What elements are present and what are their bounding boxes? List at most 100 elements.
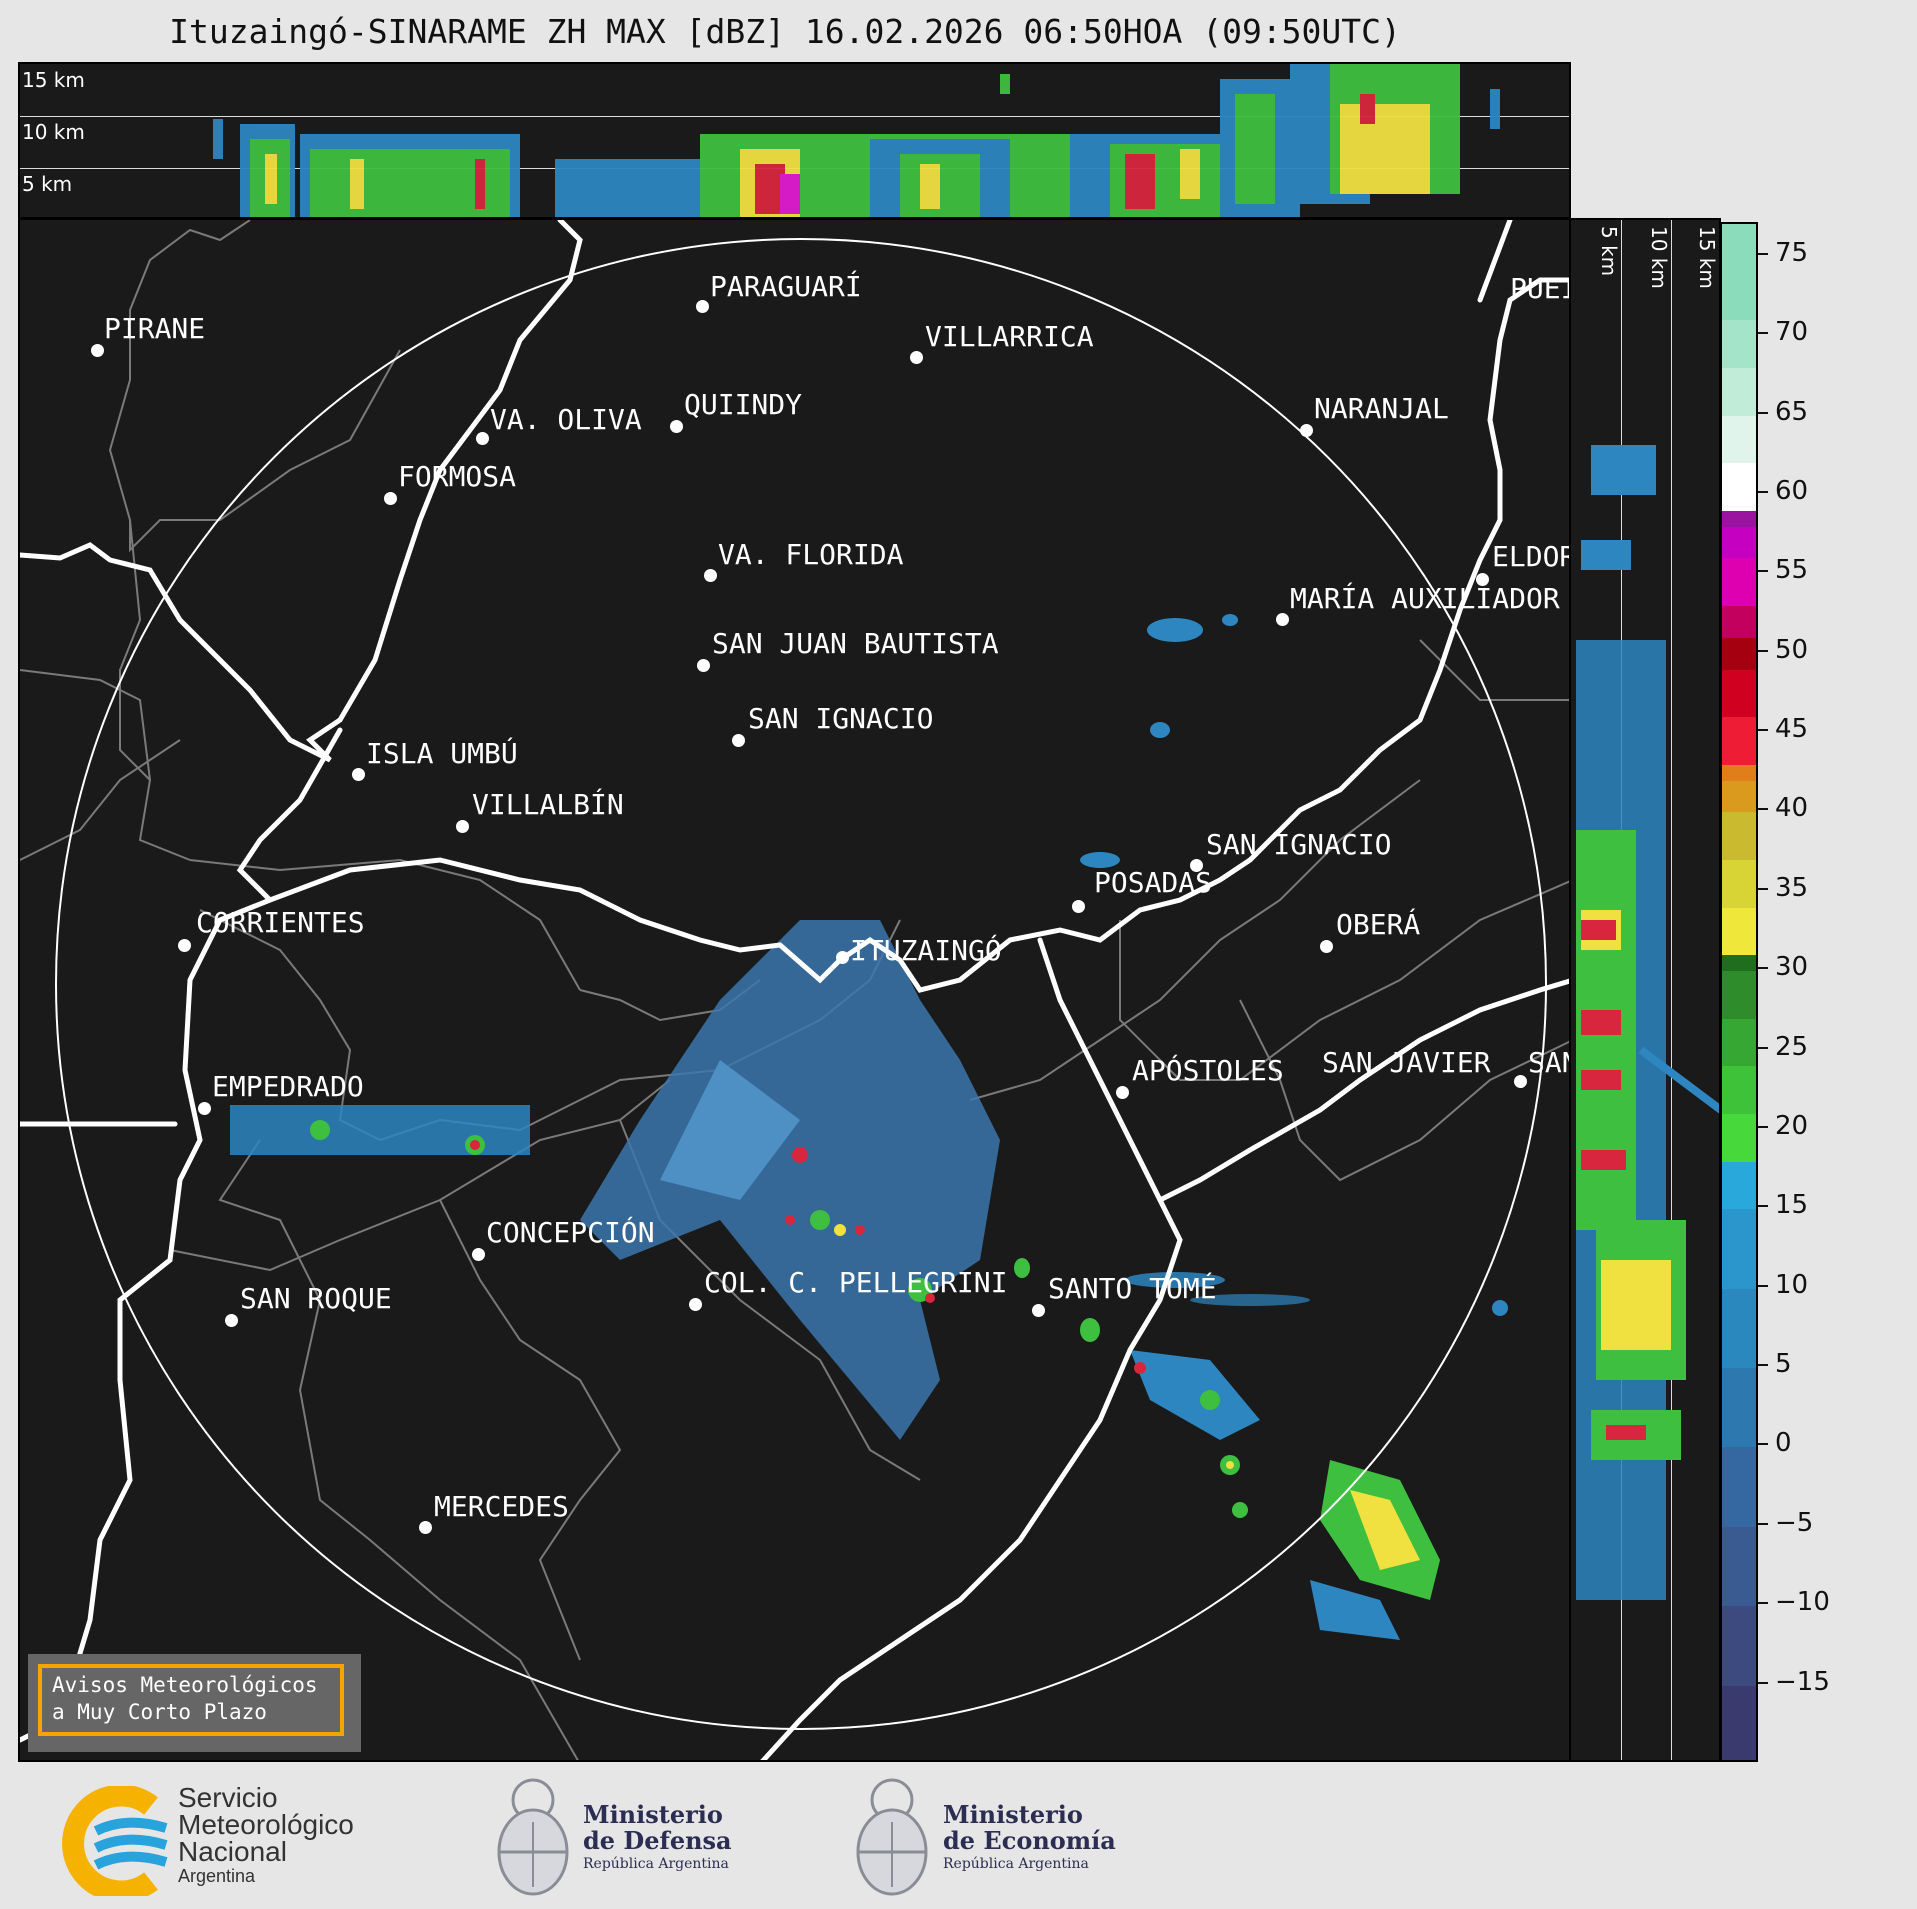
colorbar-tick-label: 75 <box>1775 237 1809 268</box>
colorbar-segment <box>1722 1113 1756 1162</box>
colorbar-segment <box>1722 859 1756 908</box>
alert-box[interactable]: Avisos Meteorológicos a Muy Corto Plazo <box>28 1654 361 1752</box>
colorbar-segment <box>1722 716 1756 765</box>
city-label-isla-umbu: ISLA UMBÚ <box>366 737 518 770</box>
colorbar-tick-label: 20 <box>1775 1110 1809 1141</box>
colorbar-segment <box>1722 1605 1756 1686</box>
smn-logo-icon <box>62 1786 168 1896</box>
smn-logo-text: Servicio Meteorológico Nacional Argentin… <box>178 1784 354 1887</box>
city-marker <box>689 1298 702 1311</box>
colorbar-segment <box>1722 1208 1756 1289</box>
colorbar-tick-label: 35 <box>1775 872 1809 903</box>
colorbar-segment <box>1722 1065 1756 1115</box>
city-marker <box>670 420 683 433</box>
colorbar-tick <box>1758 967 1768 970</box>
colorbar-segment <box>1722 462 1756 511</box>
city-label-mercedes: MERCEDES <box>434 1490 569 1523</box>
colorbar-tick-label: 5 <box>1775 1349 1792 1380</box>
city-label-san-ignacio-py: SAN IGNACIO <box>748 702 934 735</box>
city-label-concepcion: CONCEPCIÓN <box>486 1216 655 1249</box>
colorbar-tick <box>1758 411 1768 414</box>
colorbar <box>1720 222 1758 1762</box>
colorbar-tick-label: 15 <box>1775 1190 1809 1221</box>
city-label-puei: PUEI <box>1510 272 1571 305</box>
colorbar-tick-label: 70 <box>1775 317 1809 348</box>
city-marker <box>198 1102 211 1115</box>
colorbar-tick <box>1758 332 1768 335</box>
colorbar-segment <box>1722 1684 1756 1760</box>
colorbar-segment <box>1722 605 1756 638</box>
colorbar-segment <box>1722 811 1756 861</box>
side-echo-profile <box>1576 445 1719 1600</box>
colorbar-tick <box>1758 1681 1768 1684</box>
colorbar-segment <box>1722 763 1756 781</box>
city-label-eldor: ELDOR <box>1492 540 1571 573</box>
city-label-corrientes: CORRIENTES <box>196 906 365 939</box>
colorbar-tick-label: 40 <box>1775 793 1809 824</box>
city-marker <box>456 820 469 833</box>
international-borders <box>20 220 1569 1760</box>
colorbar-segment <box>1722 525 1756 559</box>
city-label-apostoles: APÓSTOLES <box>1132 1054 1284 1087</box>
city-marker <box>1072 900 1085 913</box>
city-label-paraguari: PARAGUARÍ <box>710 270 862 303</box>
alert-link[interactable]: Avisos Meteorológicos a Muy Corto Plazo <box>38 1664 344 1736</box>
colorbar-tick-label: 55 <box>1775 555 1809 586</box>
colorbar-tick-label: 60 <box>1775 475 1809 506</box>
economia-line-1: Ministerio <box>943 1800 1083 1829</box>
radar-range-ring <box>55 238 1547 1730</box>
colorbar-tick <box>1758 1046 1768 1049</box>
city-label-san-javier: SAN JAVIER <box>1322 1046 1491 1079</box>
footer-logos: Servicio Meteorológico Nacional Argentin… <box>0 1762 1917 1909</box>
colorbar-tick-label: 25 <box>1775 1031 1809 1062</box>
city-marker <box>352 768 365 781</box>
colorbar-tick <box>1758 887 1768 890</box>
colorbar-segment <box>1722 954 1756 972</box>
city-marker <box>1190 859 1203 872</box>
city-marker <box>696 300 709 313</box>
city-marker <box>384 492 397 505</box>
smn-line-2: Meteorológico <box>178 1809 354 1840</box>
economia-line-3: República Argentina <box>943 1856 1089 1872</box>
city-label-pirane: PIRANE <box>104 312 206 345</box>
colorbar-segment <box>1722 1160 1756 1210</box>
colorbar-tick-label: −5 <box>1775 1507 1814 1538</box>
colorbar-tick <box>1758 649 1768 652</box>
radar-map <box>20 220 1569 1760</box>
height-line-10km <box>20 116 1569 117</box>
city-marker <box>419 1521 432 1534</box>
colorbar-segment <box>1722 509 1756 527</box>
defensa-line-3: República Argentina <box>583 1856 729 1872</box>
height-label-10km: 10 km <box>22 120 85 144</box>
colorbar-tick <box>1758 1602 1768 1605</box>
colorbar-tick-label: −15 <box>1775 1666 1830 1697</box>
colorbar-tick-label: −10 <box>1775 1587 1830 1618</box>
side-height-label-15km: 15 km <box>1695 226 1719 289</box>
alert-line-1: Avisos Meteorológicos <box>52 1673 318 1697</box>
city-marker <box>704 569 717 582</box>
city-label-villalbin: VILLALBÍN <box>472 788 624 821</box>
city-label-empedrado: EMPEDRADO <box>212 1070 364 1103</box>
city-marker <box>1476 573 1489 586</box>
smn-line-4: Argentina <box>178 1866 256 1886</box>
argentina-coat-of-arms-icon <box>856 1778 928 1896</box>
city-marker <box>1276 613 1289 626</box>
city-marker <box>697 659 710 672</box>
city-marker <box>178 939 191 952</box>
economia-logo-text: Ministerio de Economía República Argenti… <box>943 1802 1116 1874</box>
radar-echoes <box>230 614 1508 1640</box>
height-label-5km: 5 km <box>22 172 73 196</box>
smn-line-3: Nacional <box>178 1836 287 1867</box>
colorbar-tick <box>1758 1522 1768 1525</box>
colorbar-tick <box>1758 1205 1768 1208</box>
colorbar-tick <box>1758 808 1768 811</box>
city-marker <box>476 432 489 445</box>
city-marker <box>225 1314 238 1327</box>
city-label-san: SAN <box>1528 1046 1569 1079</box>
colorbar-segment <box>1722 1525 1756 1607</box>
defensa-line-1: Ministerio <box>583 1800 723 1829</box>
city-marker <box>732 734 745 747</box>
city-marker <box>910 351 923 364</box>
city-label-col-c-pellegrini: COL. C. PELLEGRINI <box>704 1266 1008 1299</box>
colorbar-segment <box>1722 668 1756 718</box>
